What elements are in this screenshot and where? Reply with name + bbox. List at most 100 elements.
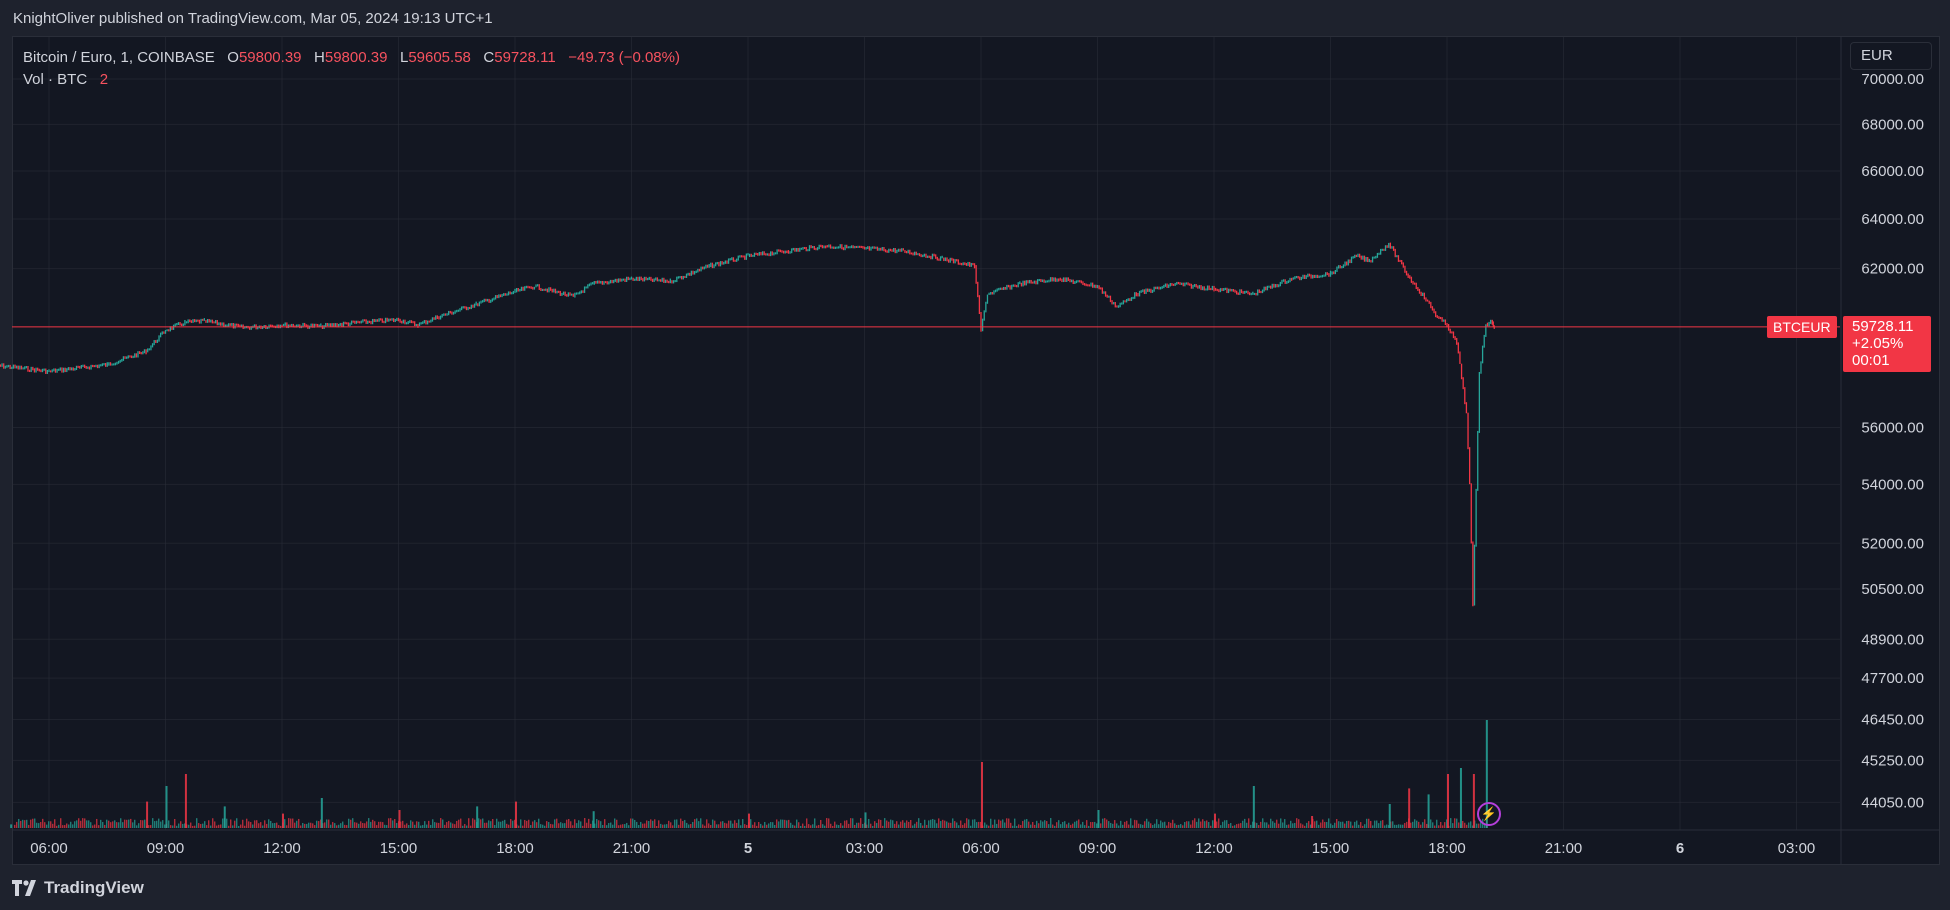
volume-bar: [424, 821, 426, 828]
volume-bar: [840, 823, 842, 828]
volume-bar: [746, 824, 748, 828]
volume-bar: [228, 825, 230, 828]
volume-bar: [644, 823, 646, 828]
volume-bar: [864, 812, 867, 828]
volume-bar: [512, 820, 514, 828]
volume-label[interactable]: Vol · BTC: [23, 71, 88, 88]
volume-bar: [162, 820, 164, 828]
volume-bar: [854, 824, 856, 828]
volume-bar: [1324, 821, 1326, 828]
volume-bar: [1178, 824, 1180, 828]
volume-bar: [22, 819, 24, 828]
volume-bar: [652, 820, 654, 828]
volume-bar: [762, 825, 764, 828]
volume-bar: [586, 822, 588, 828]
volume-bar: [1232, 825, 1234, 828]
currency-selector[interactable]: EUR: [1850, 42, 1932, 70]
volume-bar: [690, 824, 692, 828]
volume-bar: [386, 825, 388, 828]
volume-bar: [708, 823, 710, 828]
lightning-icon[interactable]: ⚡: [1477, 802, 1501, 826]
tradingview-logo[interactable]: TradingView: [12, 878, 144, 898]
time-tick-label: 6: [1676, 840, 1684, 857]
volume-bar: [262, 825, 264, 828]
volume-bar: [790, 822, 792, 828]
volume-bar: [1102, 818, 1104, 828]
volume-bar: [532, 821, 534, 828]
volume-bar: [1404, 823, 1406, 828]
volume-bar: [1170, 822, 1172, 828]
volume-bar: [942, 819, 944, 828]
volume-bar: [298, 818, 300, 828]
volume-bar: [910, 819, 912, 828]
volume-bar: [122, 822, 124, 828]
volume-bar: [1334, 822, 1336, 828]
volume-bar: [1252, 821, 1254, 828]
volume-bar: [1356, 820, 1358, 828]
volume-bar: [256, 820, 258, 828]
volume-bar: [32, 818, 34, 828]
volume-bar: [680, 818, 682, 828]
volume-bar: [1400, 824, 1402, 828]
volume-bar: [760, 823, 762, 828]
volume-bar: [326, 819, 328, 828]
volume-bar: [28, 824, 30, 828]
volume-bar: [542, 824, 544, 828]
volume-bar: [834, 821, 836, 828]
symbol-name[interactable]: Bitcoin / Euro, 1, COINBASE: [23, 49, 215, 66]
volume-bar: [1322, 819, 1324, 828]
volume-bar: [868, 818, 870, 828]
volume-bar: [318, 821, 320, 828]
volume-bar: [538, 818, 540, 828]
volume-bar: [572, 825, 574, 828]
volume-bar: [1348, 820, 1350, 828]
volume-bar: [1294, 822, 1296, 828]
volume-bar: [926, 824, 928, 828]
volume-bar: [1398, 824, 1400, 828]
volume-bar: [992, 824, 994, 828]
volume-bar: [336, 825, 338, 828]
chart-area[interactable]: [12, 36, 1940, 865]
time-tick-label: 21:00: [613, 840, 651, 857]
grid: [12, 36, 1840, 830]
volume-bar: [744, 824, 746, 828]
volume-bar: [1072, 823, 1074, 828]
volume-bar: [1394, 824, 1396, 828]
volume-bar: [1292, 823, 1294, 828]
volume-bar: [266, 823, 268, 828]
volume-bar: [78, 818, 80, 828]
volume-bar: [936, 823, 938, 828]
volume-bar: [56, 825, 58, 828]
volume-bar: [756, 825, 758, 828]
volume-bar: [932, 818, 934, 828]
bottom-bar: [0, 865, 1950, 910]
volume-bar: [426, 824, 428, 828]
volume-bar: [10, 824, 13, 828]
volume-bar: [1076, 820, 1078, 828]
volume-bar: [536, 822, 538, 828]
volume-bar: [564, 823, 566, 828]
volume-bar: [1264, 822, 1266, 828]
volume-bar: [1224, 820, 1226, 828]
volume-bar: [544, 825, 546, 828]
volume-bar: [600, 821, 602, 828]
volume-bar: [928, 820, 930, 828]
volume-bar: [80, 820, 82, 828]
volume-bar: [118, 822, 120, 828]
volume-bar: [870, 823, 872, 828]
price-chart[interactable]: 70000.00 68000.00 66000.00 64000.00 62000.00…: [0, 0, 1950, 865]
volume-bar: [838, 825, 840, 828]
volume-bar: [684, 819, 686, 828]
volume-bar: [1120, 820, 1122, 828]
time-tick-label: 21:00: [1545, 840, 1583, 857]
volume-bar: [258, 823, 260, 828]
volume-bar: [220, 824, 222, 828]
volume-bar: [1436, 819, 1438, 828]
volume-bar: [1272, 821, 1274, 828]
volume-bar: [1040, 820, 1042, 828]
volume-bar: [40, 821, 42, 828]
volume-bar: [1186, 821, 1188, 828]
volume-bar: [920, 822, 922, 828]
volume-bar: [828, 818, 830, 828]
volume-bar: [934, 819, 936, 828]
